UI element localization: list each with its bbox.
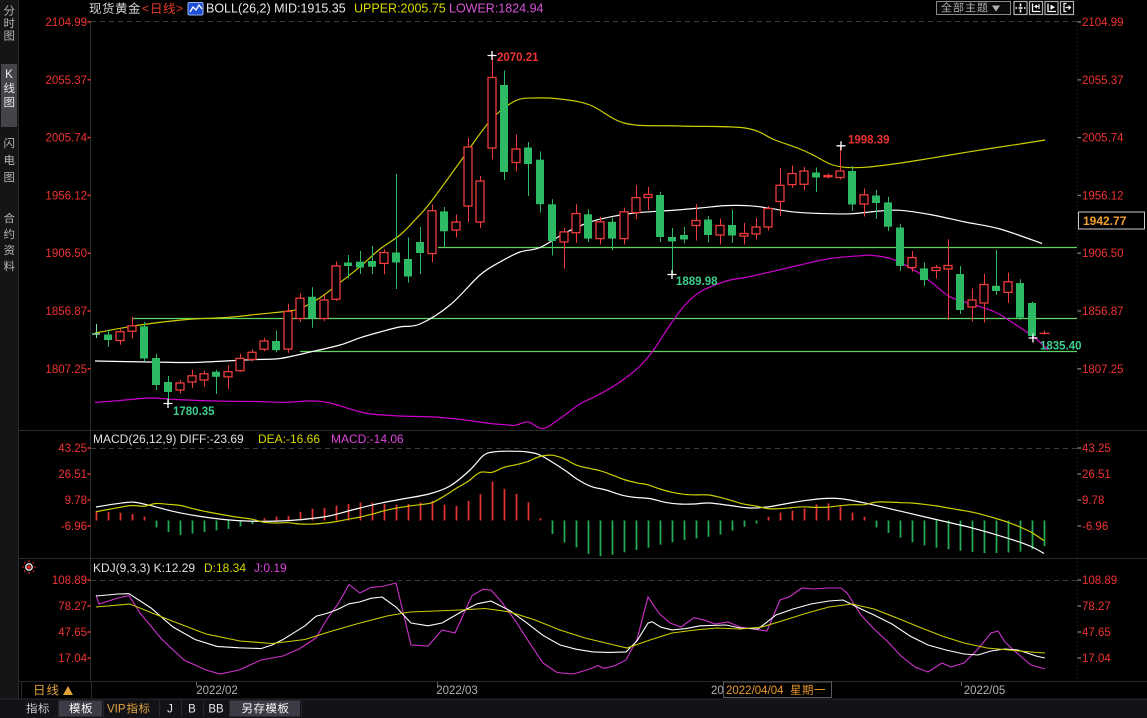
svg-text:9.78: 9.78 bbox=[1082, 495, 1104, 507]
svg-text:26.51: 26.51 bbox=[58, 469, 87, 481]
svg-text:K: K bbox=[5, 69, 13, 81]
svg-text:1956.12: 1956.12 bbox=[45, 190, 87, 202]
svg-text:J:0.19: J:0.19 bbox=[254, 561, 287, 575]
svg-text:17.04: 17.04 bbox=[1082, 653, 1111, 665]
svg-text:2070.21: 2070.21 bbox=[497, 52, 539, 64]
svg-text:1998.39: 1998.39 bbox=[848, 135, 890, 147]
svg-text:20: 20 bbox=[711, 685, 724, 697]
svg-text:1807.25: 1807.25 bbox=[1082, 364, 1124, 376]
svg-text:1942.77: 1942.77 bbox=[1083, 214, 1127, 228]
svg-text:1906.50: 1906.50 bbox=[1082, 248, 1124, 260]
svg-text:2005.74: 2005.74 bbox=[1082, 133, 1124, 145]
svg-text:1906.50: 1906.50 bbox=[45, 248, 87, 260]
svg-text:2022/03: 2022/03 bbox=[436, 685, 478, 697]
svg-text:47.65: 47.65 bbox=[58, 627, 87, 639]
svg-text:-6.96: -6.96 bbox=[61, 521, 87, 533]
svg-text:26.51: 26.51 bbox=[1082, 469, 1111, 481]
svg-text:1956.12: 1956.12 bbox=[1082, 190, 1124, 202]
svg-text:2055.37: 2055.37 bbox=[45, 75, 87, 87]
svg-text:1835.40: 1835.40 bbox=[1040, 341, 1082, 353]
svg-text:1856.87: 1856.87 bbox=[1082, 306, 1124, 318]
svg-text:2022/04/04: 2022/04/04 bbox=[726, 685, 784, 697]
svg-text:43.25: 43.25 bbox=[1082, 443, 1111, 455]
svg-text:-6.96: -6.96 bbox=[1082, 521, 1108, 533]
svg-text:78.27: 78.27 bbox=[58, 601, 87, 613]
svg-text:108.89: 108.89 bbox=[52, 575, 87, 587]
svg-text:1856.87: 1856.87 bbox=[45, 306, 87, 318]
svg-text:2022/05: 2022/05 bbox=[964, 685, 1006, 697]
svg-text:2104.99: 2104.99 bbox=[45, 17, 87, 29]
svg-text:1889.98: 1889.98 bbox=[676, 276, 718, 288]
svg-text:1807.25: 1807.25 bbox=[45, 364, 87, 376]
svg-text:<: < bbox=[142, 2, 149, 16]
svg-text:17.04: 17.04 bbox=[58, 653, 87, 665]
svg-text:UPPER:2005.75: UPPER:2005.75 bbox=[354, 2, 446, 16]
svg-text:2022/02: 2022/02 bbox=[196, 685, 238, 697]
svg-text:2104.99: 2104.99 bbox=[1082, 17, 1124, 29]
svg-text:BOLL(26,2) MID:1915.35: BOLL(26,2) MID:1915.35 bbox=[206, 2, 346, 16]
svg-text:2005.74: 2005.74 bbox=[45, 133, 87, 145]
svg-text:DEA:-16.66: DEA:-16.66 bbox=[258, 432, 320, 446]
svg-text:J: J bbox=[167, 704, 173, 716]
svg-text:2055.37: 2055.37 bbox=[1082, 75, 1124, 87]
svg-text:MACD(26,12,9) DIFF:-23.69: MACD(26,12,9) DIFF:-23.69 bbox=[93, 432, 244, 446]
svg-text:78.27: 78.27 bbox=[1082, 601, 1111, 613]
svg-text:47.65: 47.65 bbox=[1082, 627, 1111, 639]
svg-text:KDJ(9,3,3) K:12.29: KDJ(9,3,3) K:12.29 bbox=[93, 561, 195, 575]
svg-text:9.78: 9.78 bbox=[65, 495, 87, 507]
svg-text:BB: BB bbox=[208, 704, 224, 716]
svg-text:VIP: VIP bbox=[107, 704, 126, 716]
svg-text:>: > bbox=[176, 2, 183, 16]
svg-text:108.89: 108.89 bbox=[1082, 575, 1117, 587]
svg-text:LOWER:1824.94: LOWER:1824.94 bbox=[449, 2, 544, 16]
svg-text:1780.35: 1780.35 bbox=[173, 406, 215, 418]
svg-text:D:18.34: D:18.34 bbox=[204, 561, 246, 575]
svg-text:B: B bbox=[188, 704, 196, 716]
svg-text:MACD:-14.06: MACD:-14.06 bbox=[331, 432, 404, 446]
svg-text:43.25: 43.25 bbox=[58, 443, 87, 455]
